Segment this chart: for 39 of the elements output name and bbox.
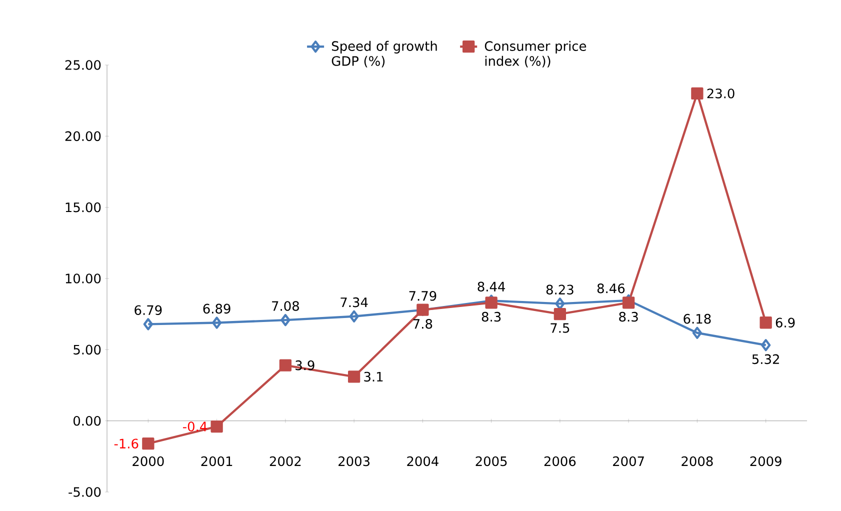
data-label: 7.79: [409, 290, 436, 301]
x-tick-label: 2001: [201, 456, 232, 466]
data-label: 8.46: [597, 283, 625, 294]
x-tick-label: 2005: [476, 456, 507, 466]
data-label: 6.89: [203, 304, 230, 314]
data-label: 6.18: [684, 314, 711, 324]
data-label: 8.23: [546, 284, 574, 295]
data-label: 8.3: [482, 312, 501, 322]
data-label: 6.9: [776, 318, 795, 328]
x-tick-label: 2003: [338, 456, 370, 466]
y-tick-label: 25.00: [65, 60, 101, 70]
data-label: 6.79: [134, 305, 162, 316]
data-label: 23.0: [707, 88, 734, 98]
data-label: 3.9: [296, 360, 314, 370]
x-tick-label: 2002: [270, 456, 301, 466]
data-label: 7.8: [413, 318, 432, 329]
legend-label: Speed of growth GDP (%): [332, 40, 437, 68]
y-tick-label: -5.00: [68, 487, 101, 497]
data-label: 5.32: [752, 354, 779, 364]
data-label: -0.4: [182, 422, 207, 432]
data-label: 3.1: [364, 372, 383, 382]
x-tick-label: 2006: [544, 456, 576, 466]
x-tick-label: 2008: [682, 456, 713, 466]
legend-label: Consumer price index (%)): [484, 40, 586, 68]
y-tick-label: 0.00: [74, 416, 101, 426]
data-label: 7.5: [550, 323, 570, 333]
x-tick-label: 2007: [613, 456, 644, 466]
x-tick-label: 2009: [750, 456, 782, 466]
x-tick-label: 2000: [132, 456, 164, 466]
data-label: -1.6: [114, 438, 138, 449]
y-tick-label: 5.00: [74, 344, 101, 355]
data-label: 7.08: [272, 301, 299, 311]
data-label: 7.34: [340, 297, 368, 308]
x-tick-label: 2004: [407, 456, 438, 466]
y-tick-label: 20.00: [65, 131, 101, 142]
data-label: 8.3: [619, 312, 638, 322]
data-label: 8.44: [478, 282, 506, 292]
y-tick-label: 15.00: [66, 202, 101, 212]
y-tick-label: 10.00: [66, 274, 101, 284]
